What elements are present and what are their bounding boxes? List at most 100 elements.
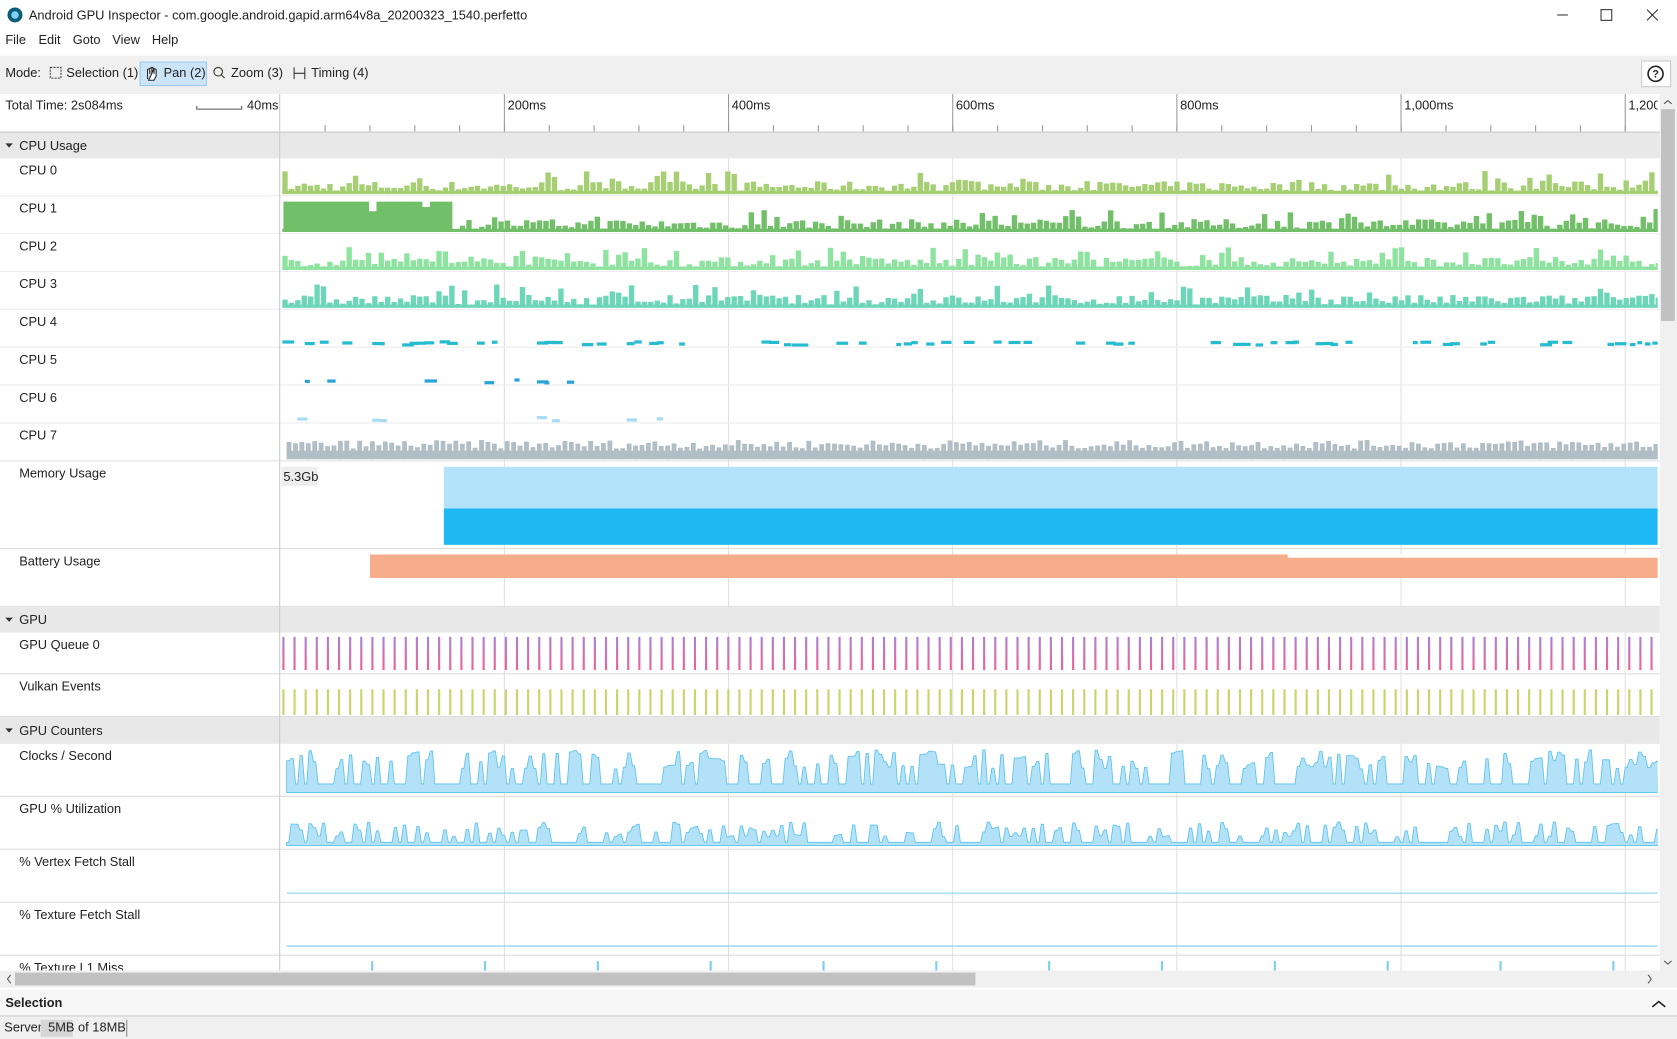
cpu-bar [1104, 258, 1109, 270]
cpu-bar [815, 181, 820, 194]
cpu-bar [1283, 295, 1288, 308]
cpu-bar [1463, 252, 1468, 269]
cpu-bar [980, 213, 985, 232]
cpu-bar [873, 304, 878, 307]
cpu-bar [1326, 222, 1331, 232]
cpu-bar [1367, 260, 1372, 270]
menu-item[interactable]: Edit [39, 32, 62, 47]
cpu-bar [963, 180, 968, 194]
v-scroll-thumb[interactable] [1661, 109, 1675, 321]
menu-item[interactable]: View [112, 32, 140, 47]
mode-button[interactable]: Pan (2) [164, 65, 206, 80]
cpu-bar [1114, 221, 1119, 232]
gpu-slice [1228, 637, 1230, 670]
cpu-bar [514, 378, 519, 381]
cpu-bar [687, 184, 692, 194]
cpu-bar [941, 222, 946, 231]
vulkan-event [694, 689, 696, 715]
gpu-slice [738, 637, 740, 670]
menu-item[interactable]: Goto [73, 32, 101, 47]
cpu-bar [1405, 295, 1410, 307]
help-q[interactable]: ? [1652, 69, 1659, 81]
cpu-bar [926, 342, 934, 345]
mode-button[interactable]: Zoom (3) [231, 65, 283, 80]
gpu-slice [1484, 637, 1486, 670]
mode-button[interactable]: Timing (4) [311, 65, 368, 80]
cpu-bar [674, 172, 679, 194]
cpu-bar [1527, 178, 1532, 194]
gpu-slice [1150, 637, 1152, 670]
cpu-bar [1615, 342, 1627, 345]
cpu-bar [757, 187, 762, 194]
cpu-bar [930, 248, 935, 270]
cpu-bar [1630, 297, 1635, 307]
cpu-bar [1544, 226, 1549, 232]
gpu-slice [883, 637, 885, 670]
cpu-bar [789, 259, 794, 270]
gpu-slice [1272, 637, 1274, 670]
gpu-slice [672, 637, 674, 670]
vulkan-event [905, 689, 907, 715]
cpu-bar [1181, 266, 1186, 270]
cpu-bar [1033, 257, 1038, 270]
cpu-bar [781, 227, 786, 232]
cpu-bar [648, 262, 653, 269]
cpu-bar [635, 189, 640, 195]
cpu-bar [1341, 297, 1346, 308]
cpu-bar [620, 221, 625, 232]
vulkan-event [927, 689, 929, 715]
gpu-slice [627, 637, 629, 670]
h-scroll-thumb[interactable] [15, 973, 975, 986]
cpu-bar [1052, 258, 1057, 270]
menu-item[interactable]: File [5, 32, 26, 47]
cpu-bar [1031, 223, 1036, 232]
gpu-slice [716, 637, 718, 670]
cpu-bar [841, 252, 846, 270]
vulkan-event [1550, 689, 1552, 715]
cpu-bar [661, 171, 666, 194]
vulkan-event [827, 689, 829, 715]
cpu-bar [956, 180, 961, 194]
vulkan-event [1217, 689, 1219, 715]
cpu-bar [417, 259, 422, 270]
cpu-bar [757, 261, 762, 270]
cpu-bar [815, 260, 820, 270]
vulkan-event [894, 689, 896, 715]
cpu-bar [1057, 223, 1062, 232]
cpu-bar [1352, 217, 1357, 232]
cpu-bar [603, 296, 608, 308]
cpu-bar [1301, 229, 1306, 232]
cpu-bar [1551, 229, 1556, 232]
cpu-bar [1159, 213, 1164, 232]
track-label: % Vertex Fetch Stall [19, 854, 134, 869]
gpu-slice [1194, 637, 1196, 670]
gpu-slice [394, 637, 396, 670]
menu-item[interactable]: Help [152, 32, 178, 47]
cpu-bar [1258, 295, 1263, 307]
cpu-bar [1198, 222, 1203, 232]
cpu-bar [1303, 301, 1308, 308]
gpu-slice [683, 637, 685, 670]
track-label: GPU Queue 0 [19, 637, 100, 652]
cpu-bar [1386, 259, 1391, 269]
cpu-bar [424, 296, 429, 308]
cpu-bar [712, 262, 717, 270]
cpu-bar [1277, 266, 1282, 270]
vulkan-event [371, 689, 373, 715]
mode-button[interactable]: Selection (1) [66, 65, 138, 80]
vulkan-event [1239, 689, 1241, 715]
gpu-slice [905, 637, 907, 670]
battery-step [1288, 554, 1658, 557]
vulkan-event [1105, 689, 1107, 715]
cpu-bar [1181, 190, 1186, 194]
cpu-bar [783, 297, 788, 308]
gpu-slice [1584, 637, 1586, 670]
vulkan-event [983, 689, 985, 715]
cpu-bar [911, 294, 916, 308]
cpu-bar [1457, 183, 1462, 194]
cpu-bar [289, 189, 294, 194]
vulkan-event [583, 689, 585, 715]
cpu-bar [1591, 189, 1596, 194]
track-label: CPU 7 [19, 428, 57, 443]
vulkan-event [438, 689, 440, 715]
